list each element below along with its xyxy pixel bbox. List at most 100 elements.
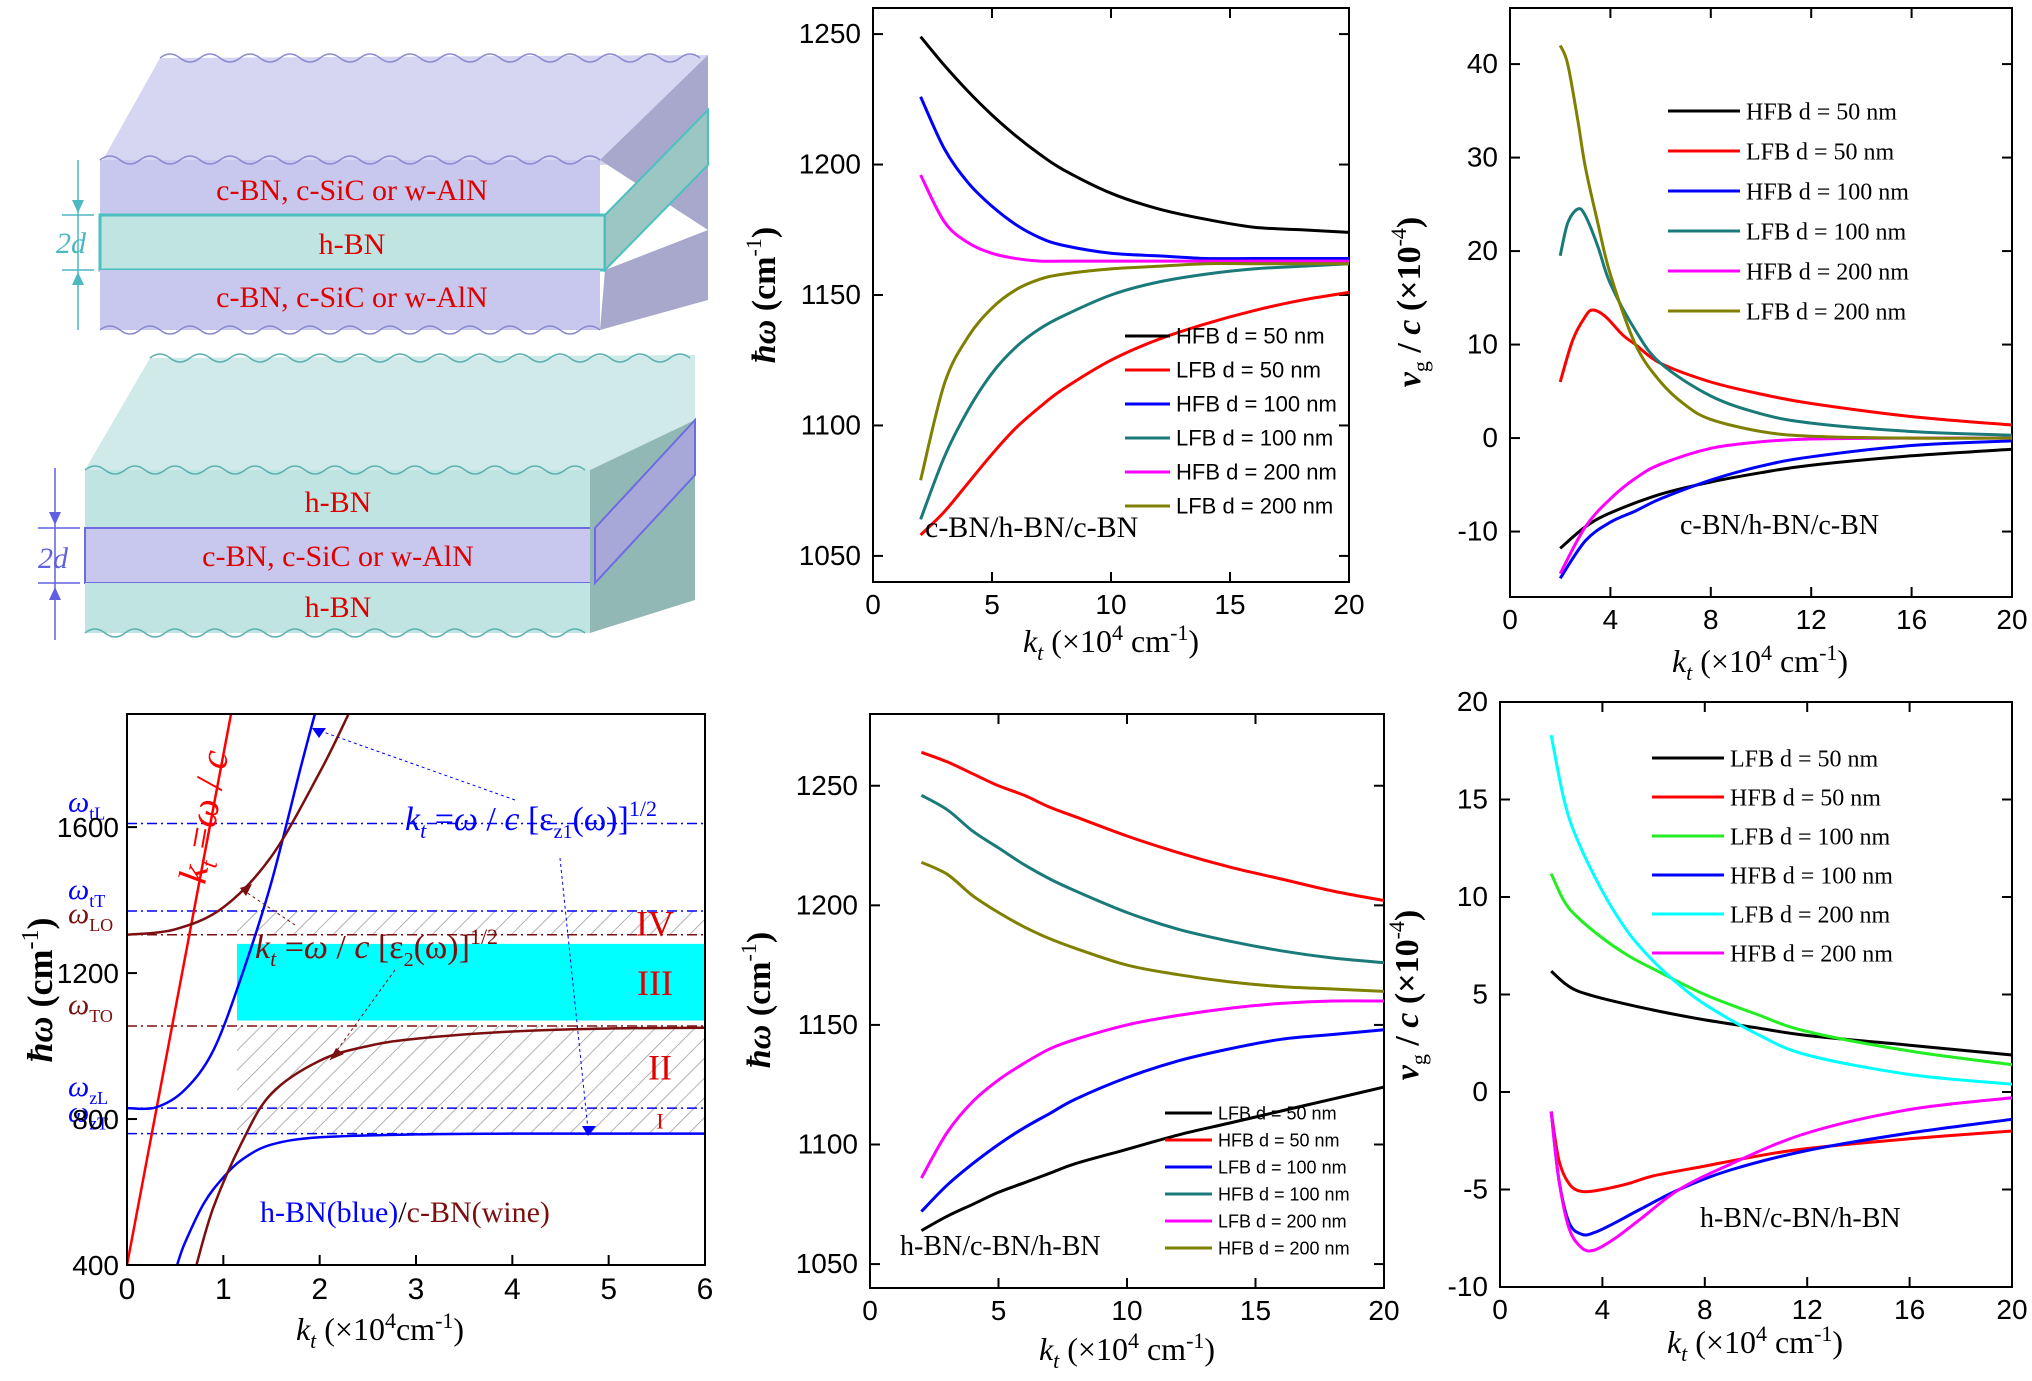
x-tick-label: 4	[1603, 604, 1619, 635]
x-axis-label: kt (×104 cm-1)	[1667, 1321, 1843, 1366]
x-tick-label: 5	[991, 1295, 1007, 1326]
x-tick-label: 0	[1492, 1294, 1508, 1325]
x-tick-label: 8	[1703, 604, 1719, 635]
slab1-upper-layer	[100, 160, 600, 215]
legend-entry: HFB d = 100 nm	[1746, 179, 1909, 205]
x-tick-label: 3	[408, 1273, 425, 1306]
x-tick-label: 10	[1095, 589, 1126, 620]
x-axis-label: kt (×104 cm-1)	[1039, 1328, 1215, 1373]
region-label: III	[637, 963, 673, 1003]
x-tick-label: 20	[1368, 1295, 1399, 1326]
x-tick-label: 0	[865, 589, 881, 620]
legend: LFB d = 50 nm HFB d = 50 nm LFB d = 100 nm…	[1165, 1103, 1350, 1258]
series-line	[1558, 308, 2013, 427]
y-axis-label: vg / c (×10-4)	[1386, 217, 1433, 388]
pointer-arrowhead	[582, 1126, 596, 1136]
y-tick-label: 1150	[798, 1009, 858, 1040]
x-tick-label: 12	[1796, 604, 1827, 635]
legend-entry: HFB d = 50 nm	[1730, 785, 1881, 811]
series-line	[919, 96, 1349, 261]
slab1-top-wavy-edge	[159, 53, 701, 63]
series-line	[919, 290, 1350, 537]
y-tick-label: 1250	[796, 770, 858, 801]
x-tick-label: 16	[1894, 1294, 1925, 1325]
slab1-upper-wavy-edge	[99, 155, 601, 165]
legend-entry: LFB d = 50 nm	[1730, 746, 1879, 772]
series-line	[920, 750, 1385, 902]
x-tick-label: 10	[1111, 1295, 1142, 1326]
chart-group-velocity-hbn-cbn-hbn: 0 4 8 12 16 20 -10 -5 0 5 10 15 20 LFB d = 50 nm HFB d…	[1384, 686, 2028, 1366]
y-tick-label: 1200	[57, 958, 119, 989]
series-line	[919, 174, 1349, 263]
x-tick-label: 5	[984, 589, 1000, 620]
y-tick-label: 30	[1467, 142, 1498, 173]
reference-line-label: ωtT	[68, 873, 105, 911]
legend: HFB d = 50 nm LFB d = 50 nm HFB d = 100 nm…	[1668, 99, 1909, 325]
series-line	[1549, 1096, 2013, 1253]
region-band-hatched	[237, 911, 705, 935]
region-label: IV	[636, 904, 674, 944]
slab1-lower-layer-label: c-BN, c-SiC or w-AlN	[216, 281, 488, 314]
slab1-thickness-label: 2d	[56, 227, 87, 260]
slab2-upper-layer-label: h-BN	[305, 486, 372, 519]
schematic-cbn-hbn-cbn: 2d c-BN, c-SiC or w-AlN h-BN c-BN, c-SiC…	[56, 53, 709, 335]
annotation-structure: c-BN/h-BN/c-BN	[925, 511, 1138, 544]
legend-entry: HFB d = 200 nm	[1218, 1238, 1350, 1258]
cbn-curve-label: kt =ω / c [ε2(ω)]1/2	[255, 924, 498, 971]
legend: HFB d = 50 nm LFB d = 50 nm HFB d = 100 nm…	[1125, 324, 1337, 519]
legend-entry: LFB d = 100 nm	[1218, 1157, 1347, 1177]
y-axis-label: ħω (cm-1)	[741, 227, 783, 363]
x-tick-label: 5	[600, 1273, 617, 1306]
y-tick-label: -10	[1448, 1271, 1488, 1302]
series-line	[919, 262, 1350, 520]
legend-entry: HFB d = 50 nm	[1218, 1130, 1340, 1150]
light-line-label: kt =ω / c	[170, 746, 243, 887]
x-tick-label: 12	[1792, 1294, 1823, 1325]
series-line	[919, 262, 1349, 481]
x-tick-label: 6	[697, 1273, 714, 1306]
slab2-top-face	[85, 355, 695, 470]
legend-entry: HFB d = 200 nm	[1746, 259, 1909, 285]
y-tick-label: 40	[1467, 48, 1498, 79]
y-tick-label: 20	[1457, 686, 1488, 717]
series-line	[127, 714, 350, 937]
legend-entry: LFB d = 50 nm	[1218, 1103, 1337, 1123]
pointer-hbn-upper	[311, 727, 516, 801]
slab2-lower-layer-label: h-BN	[305, 591, 372, 624]
series-line	[175, 1132, 705, 1265]
slab2-arrow-head-top	[49, 512, 61, 525]
y-tick-label: 1050	[796, 1248, 858, 1279]
plot-frame	[1509, 7, 2013, 598]
y-tick-label: 800	[72, 1104, 119, 1135]
region-label: II	[648, 1048, 672, 1088]
slab1-lower-wavy-edge	[99, 325, 601, 335]
x-tick-label: 1	[215, 1273, 232, 1306]
y-tick-label: 10	[1457, 881, 1488, 912]
series-line	[1558, 439, 2013, 580]
pointer-arrowhead	[330, 1048, 344, 1060]
legend-entry: HFB d = 100 nm	[1218, 1184, 1350, 1204]
legend-entry: LFB d = 100 nm	[1730, 824, 1891, 850]
legend-entry: HFB d = 50 nm	[1176, 324, 1325, 349]
region-band-hatched	[237, 1108, 705, 1134]
y-tick-label: 0	[1482, 422, 1498, 453]
legend-entry: LFB d = 200 nm	[1730, 902, 1891, 928]
x-tick-label: 2	[311, 1273, 328, 1306]
slab2-side-middle	[594, 417, 696, 586]
series-line	[127, 714, 317, 1111]
curves	[127, 714, 705, 1265]
pointer-arrowhead	[312, 728, 326, 738]
legend-entry: LFB d = 50 nm	[1746, 139, 1895, 165]
y-axis-label: ħω (cm-1)	[736, 932, 778, 1068]
slab1-top-face	[100, 55, 708, 165]
y-tick-label: 1100	[801, 409, 861, 440]
y-tick-label: 1200	[799, 149, 861, 180]
slab1-upper-layer-label: c-BN, c-SiC or w-AlN	[216, 174, 488, 207]
legend-entry: LFB d = 200 nm	[1746, 299, 1907, 325]
slab2-upper-wavy-edge	[84, 465, 586, 475]
legend-entry: LFB d = 200 nm	[1176, 494, 1333, 519]
series-line	[127, 714, 233, 1265]
slab2-lower-layer	[85, 583, 590, 633]
y-axis-label: ħω (cm-1)	[18, 917, 60, 1062]
slab2-arrow-head-bottom	[49, 587, 61, 600]
